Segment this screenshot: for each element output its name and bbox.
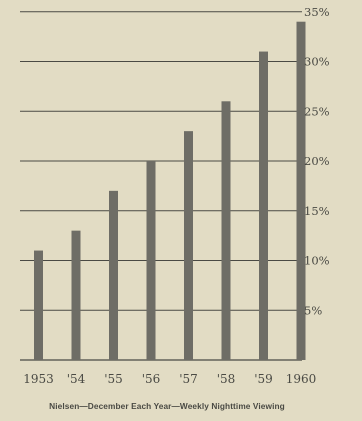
x-tick-label: 1953 [23,372,54,386]
y-tick-label: 15% [304,204,330,218]
y-tick-label: 35% [304,5,330,19]
x-axis-ticks: 1953 '54 '55 '56 '57 '58 '59 1960 [23,372,316,386]
chart-caption: Nielsen—December Each Year—Weekly Nightt… [49,401,285,411]
bar [109,190,118,360]
x-tick-label: '55 [104,372,123,386]
gridlines [20,11,302,361]
bar [184,131,193,360]
y-tick-label: 25% [304,104,330,118]
bar [71,230,81,360]
x-tick-label: '57 [179,372,198,386]
bar [34,250,43,360]
x-tick-label: '58 [217,372,236,386]
y-tick-label: 10% [304,254,330,268]
bar [296,21,306,360]
bars [34,21,306,361]
y-tick-label: 5% [304,303,322,317]
x-tick-label: '56 [142,372,161,386]
y-axis-ticks: 5% 10% 15% 20% 25% 30% 35% [304,5,330,318]
x-tick-label: 1960 [286,372,317,386]
bar [259,51,268,361]
bar [146,161,156,360]
y-tick-label: 20% [304,154,330,168]
x-tick-label: '54 [67,372,86,386]
x-tick-label: '59 [254,372,273,386]
y-tick-label: 30% [304,55,330,69]
bar [221,101,231,361]
